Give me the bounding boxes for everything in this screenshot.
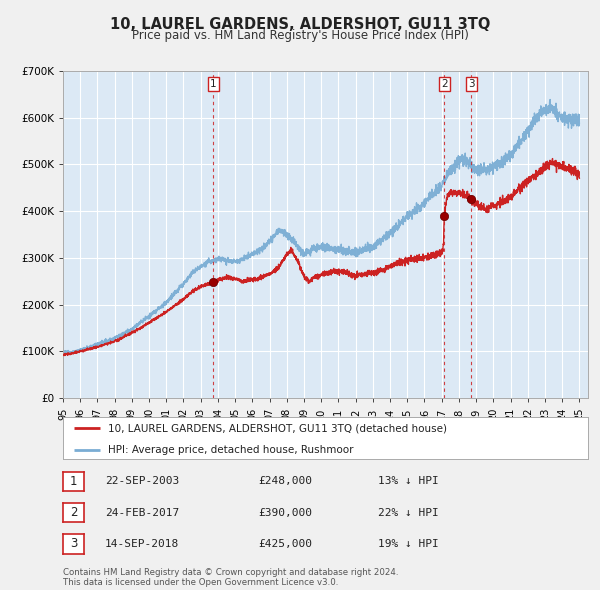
Text: £425,000: £425,000 bbox=[258, 539, 312, 549]
Text: 3: 3 bbox=[468, 79, 475, 89]
Text: 2: 2 bbox=[441, 79, 448, 89]
Text: £248,000: £248,000 bbox=[258, 477, 312, 486]
Text: 10, LAUREL GARDENS, ALDERSHOT, GU11 3TQ (detached house): 10, LAUREL GARDENS, ALDERSHOT, GU11 3TQ … bbox=[107, 423, 446, 433]
Text: 22-SEP-2003: 22-SEP-2003 bbox=[105, 477, 179, 486]
Text: 19% ↓ HPI: 19% ↓ HPI bbox=[378, 539, 439, 549]
Text: 10, LAUREL GARDENS, ALDERSHOT, GU11 3TQ: 10, LAUREL GARDENS, ALDERSHOT, GU11 3TQ bbox=[110, 17, 490, 31]
Text: 22% ↓ HPI: 22% ↓ HPI bbox=[378, 508, 439, 517]
Text: 3: 3 bbox=[70, 537, 77, 550]
Text: HPI: Average price, detached house, Rushmoor: HPI: Average price, detached house, Rush… bbox=[107, 445, 353, 455]
Text: Contains HM Land Registry data © Crown copyright and database right 2024.
This d: Contains HM Land Registry data © Crown c… bbox=[63, 568, 398, 587]
Text: 14-SEP-2018: 14-SEP-2018 bbox=[105, 539, 179, 549]
Text: £390,000: £390,000 bbox=[258, 508, 312, 517]
Text: 1: 1 bbox=[70, 475, 77, 488]
Text: Price paid vs. HM Land Registry's House Price Index (HPI): Price paid vs. HM Land Registry's House … bbox=[131, 30, 469, 42]
Text: 2: 2 bbox=[70, 506, 77, 519]
Text: 24-FEB-2017: 24-FEB-2017 bbox=[105, 508, 179, 517]
Text: 13% ↓ HPI: 13% ↓ HPI bbox=[378, 477, 439, 486]
Text: 1: 1 bbox=[210, 79, 217, 89]
